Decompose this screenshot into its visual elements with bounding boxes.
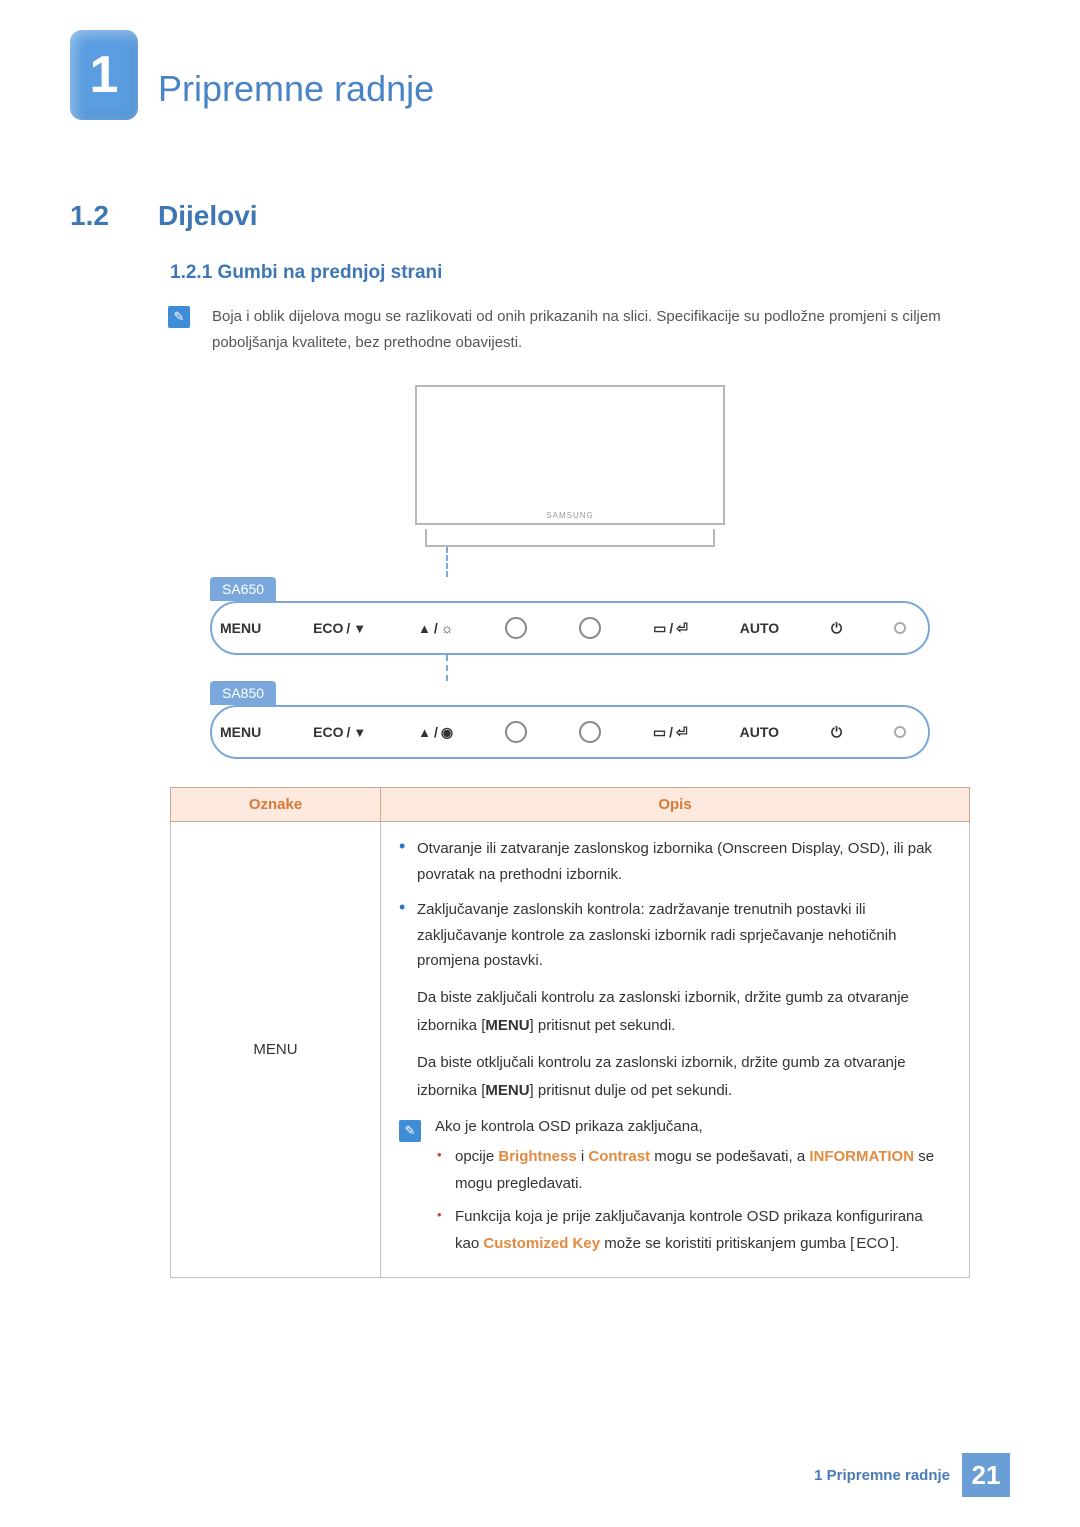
btn-auto: AUTO	[740, 620, 779, 636]
chapter-header: 1 Pripremne radnje	[70, 30, 1010, 120]
desc-para-lock: Da biste zaključali kontrolu za zaslonsk…	[399, 984, 951, 1106]
led-indicator	[894, 726, 906, 738]
btn-auto: AUTO	[740, 724, 779, 740]
desc-bullet-2: Zaključavanje zaslonskih kontrola: zadrž…	[399, 897, 951, 974]
note-icon	[399, 1120, 421, 1142]
btn-menu: MENU	[220, 620, 261, 636]
btn-menu: MENU	[220, 724, 261, 740]
btn-source-enter: ▭/⏎	[653, 724, 688, 741]
th-oznake: Oznake	[171, 788, 381, 822]
chapter-title: Pripremne radnje	[158, 30, 434, 110]
leader-line	[446, 547, 930, 577]
chapter-number-badge: 1	[70, 30, 138, 120]
btn-up-bright: ▲/☼	[418, 620, 454, 636]
button-bar-sa850: MENU ECO/▼ ▲/◉ ▭/⏎ AUTO ⏻	[210, 705, 930, 759]
btn-up-sensor: ▲/◉	[418, 724, 453, 741]
footer-text: 1 Pripremne radnje	[814, 1467, 962, 1484]
section-title: Dijelovi	[158, 200, 258, 232]
btn-eco: ECO/▼	[313, 724, 366, 740]
monitor-brand: SAMSUNG	[546, 511, 593, 520]
model-label-b: SA850	[210, 681, 276, 705]
subsection-heading: 1.2.1 Gumbi na prednjoj strani	[170, 262, 1010, 284]
inner-sub-2: Funkcija koja je prije zaključavanja kon…	[435, 1203, 951, 1257]
table-row: MENU Otvaranje ili zatvaranje zaslonskog…	[171, 822, 970, 1278]
page-number: 21	[962, 1453, 1010, 1497]
round-button-2	[579, 617, 601, 639]
note-icon	[168, 306, 190, 328]
note-block: Boja i oblik dijelova mogu se razlikovat…	[168, 304, 990, 355]
inner-note-intro: Ako je kontrola OSD prikaza zaključana,	[435, 1118, 951, 1135]
page-footer: 1 Pripremne radnje 21	[814, 1453, 1010, 1497]
leader-line-2	[446, 655, 930, 681]
model-label-a: SA650	[210, 577, 276, 601]
monitor-stand	[425, 529, 715, 547]
section-number: 1.2	[70, 200, 128, 232]
inner-sub-1: opcije Brightness i Contrast mogu se pod…	[435, 1143, 951, 1197]
note-text: Boja i oblik dijelova mogu se razlikovat…	[212, 304, 990, 355]
description-table: Oznake Opis MENU Otvaranje ili zatvaranj…	[170, 787, 970, 1278]
row-description: Otvaranje ili zatvaranje zaslonskog izbo…	[381, 822, 970, 1278]
inner-note: Ako je kontrola OSD prikaza zaključana, …	[399, 1118, 951, 1263]
section-heading: 1.2 Dijelovi	[70, 200, 1010, 232]
desc-bullet-1: Otvaranje ili zatvaranje zaslonskog izbo…	[399, 836, 951, 887]
btn-power-icon: ⏻	[831, 724, 842, 741]
row-label-menu: MENU	[171, 822, 381, 1278]
btn-power-icon: ⏻	[831, 620, 842, 637]
round-button-1	[505, 721, 527, 743]
btn-source-enter: ▭/⏎	[653, 620, 688, 637]
btn-eco: ECO/▼	[313, 620, 366, 636]
round-button-2	[579, 721, 601, 743]
monitor-outline: SAMSUNG	[415, 385, 725, 525]
led-indicator	[894, 622, 906, 634]
round-button-1	[505, 617, 527, 639]
button-bar-sa650: MENU ECO/▼ ▲/☼ ▭/⏎ AUTO ⏻	[210, 601, 930, 655]
th-opis: Opis	[381, 788, 970, 822]
figure: SAMSUNG SA650 MENU ECO/▼ ▲/☼ ▭/⏎ AUTO ⏻ …	[210, 385, 930, 759]
